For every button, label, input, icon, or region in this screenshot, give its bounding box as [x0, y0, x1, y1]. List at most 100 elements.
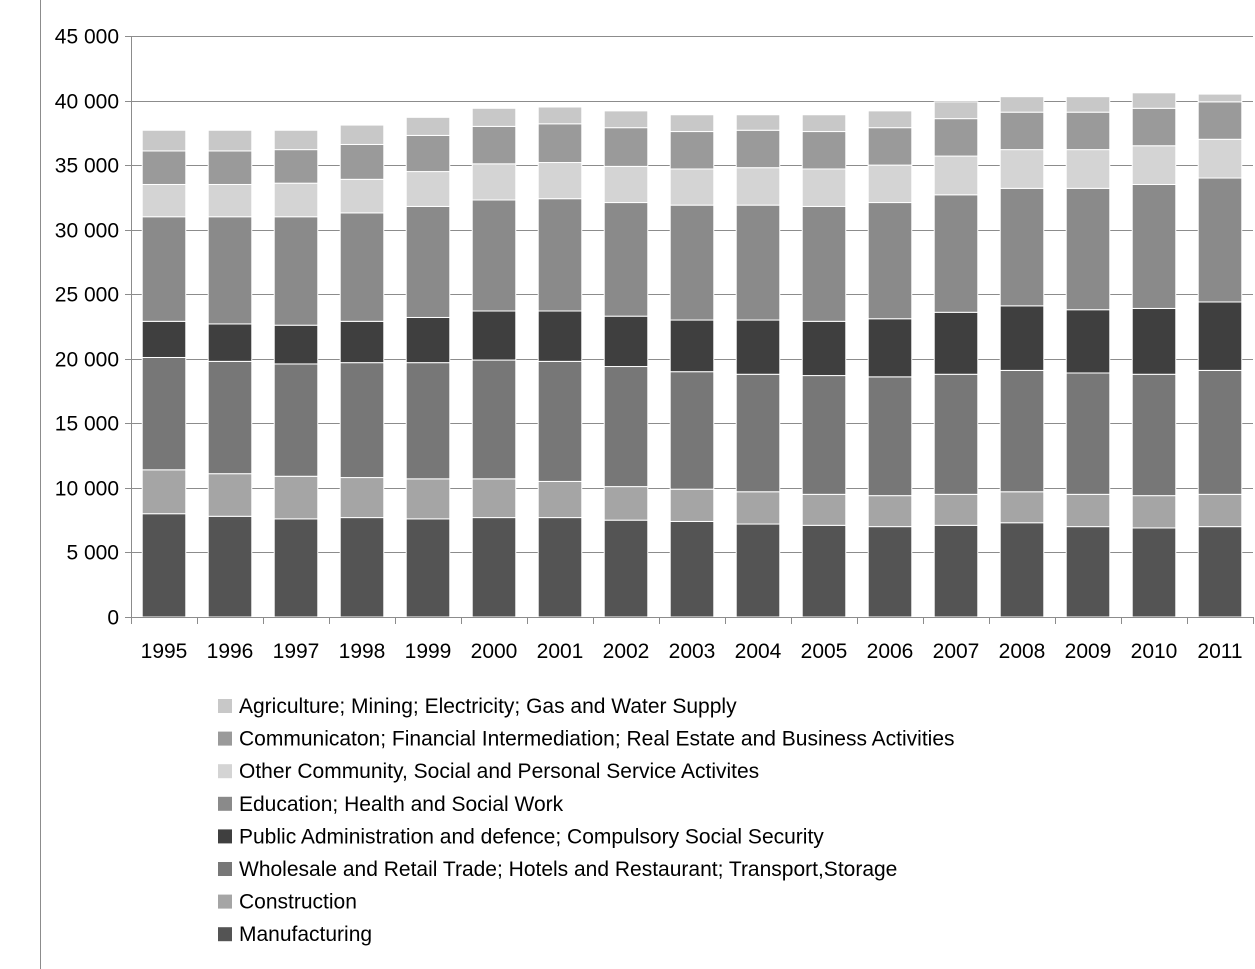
bar-segment	[867, 376, 913, 497]
bar-segment	[801, 320, 847, 377]
bar-segment	[405, 171, 451, 207]
bar-segment	[1131, 373, 1177, 497]
y-tick-label: 0	[107, 607, 119, 630]
legend-swatch	[218, 731, 232, 746]
bar-segment	[273, 216, 319, 326]
bar-segment	[1197, 526, 1243, 618]
bar-segment	[669, 520, 715, 618]
bar-segment	[603, 366, 649, 488]
bar-segment	[669, 371, 715, 490]
bar-segment	[867, 526, 913, 618]
bar-segment	[339, 143, 385, 180]
bar-segment	[1065, 149, 1111, 189]
bar-segment	[207, 129, 253, 152]
bar-segment	[735, 319, 781, 375]
bar-segment	[537, 106, 583, 125]
legend-label: Other Community, Social and Personal Ser…	[239, 760, 759, 783]
bar-segment	[1065, 493, 1111, 528]
bar-segment	[669, 114, 715, 133]
x-tick-label: 2004	[735, 640, 782, 663]
bar-segment	[1197, 493, 1243, 528]
bar-segment	[471, 517, 517, 618]
bar-segment	[735, 523, 781, 618]
bar-segment	[273, 129, 319, 151]
bar-segment	[1131, 145, 1177, 185]
bar-segment	[735, 204, 781, 321]
x-tick-label: 2005	[801, 640, 848, 663]
legend-label: Manufacturing	[239, 923, 372, 946]
bar-segment	[273, 363, 319, 477]
bar-segment	[1065, 309, 1111, 374]
x-tick-label: 2001	[537, 640, 584, 663]
x-tick-label: 2002	[603, 640, 650, 663]
bar-segment	[603, 165, 649, 204]
bar-segment	[801, 493, 847, 526]
bar-segment	[801, 168, 847, 207]
bar-segment	[1131, 527, 1177, 618]
x-tick-label: 2003	[669, 640, 716, 663]
bar-segment	[867, 495, 913, 528]
legend-label: Wholesale and Retail Trade; Hotels and R…	[239, 858, 897, 881]
bar-segment	[141, 129, 187, 152]
bar-segment	[801, 375, 847, 495]
bar-segment	[999, 111, 1045, 151]
y-tick-label: 35 000	[55, 155, 119, 178]
bar-segment	[999, 187, 1045, 307]
bar-segment	[1197, 93, 1243, 103]
bar-segment	[1065, 526, 1111, 618]
y-tick-label: 20 000	[55, 349, 119, 372]
bar-segment	[603, 486, 649, 521]
x-tick-label: 2008	[999, 640, 1046, 663]
bar-segment	[339, 124, 385, 145]
bar-segment	[999, 305, 1045, 371]
bar-segment	[537, 360, 583, 482]
bar-segment	[1131, 495, 1177, 529]
bar-segment	[867, 164, 913, 204]
y-tick-label: 5 000	[66, 542, 119, 565]
x-tick-label: 2010	[1131, 640, 1178, 663]
bar-segment	[603, 127, 649, 167]
bar-segment	[801, 114, 847, 133]
bar-segment	[933, 155, 979, 196]
bar-segment	[537, 123, 583, 164]
bar-segment	[273, 182, 319, 218]
bar-segment	[273, 518, 319, 618]
y-axis-tick-labels: 0 5 000 10 000 15 000 20 000 25 000 30 000 35 0…	[55, 26, 119, 630]
bar-segment	[1197, 138, 1243, 179]
bar-segment	[1065, 96, 1111, 113]
bar-segment	[603, 315, 649, 368]
bar-segment	[339, 517, 385, 618]
bar-segment	[1131, 307, 1177, 375]
bar-segment	[603, 202, 649, 317]
bar-segment	[735, 129, 781, 169]
bar-segment	[669, 319, 715, 373]
y-tick-label: 40 000	[55, 91, 119, 114]
bar-segment	[141, 513, 187, 618]
y-tick-label: 10 000	[55, 478, 119, 501]
legend-swatch	[218, 894, 232, 909]
bar-segment	[1065, 372, 1111, 495]
bar-segment	[735, 167, 781, 206]
bar-segment	[867, 110, 913, 129]
bar-segment	[1065, 111, 1111, 151]
bar-segment	[405, 518, 451, 618]
x-tick-label: 1996	[207, 640, 254, 663]
bar-segment	[141, 356, 187, 471]
bar-segment	[207, 473, 253, 517]
y-tick-label: 15 000	[55, 413, 119, 436]
x-tick-label: 2000	[471, 640, 518, 663]
bar-segment	[207, 216, 253, 325]
bar-segment	[405, 134, 451, 173]
bar-segment	[273, 149, 319, 184]
bar-segment	[669, 168, 715, 206]
x-axis-tick-labels: 1995 1996 1997 1998 1999 2000 2001 2002 2003 2004…	[141, 640, 1243, 663]
bar-segment	[339, 212, 385, 322]
bar-segment	[933, 524, 979, 618]
legend-label: Education; Health and Social Work	[239, 793, 564, 816]
bar-segment	[273, 324, 319, 365]
bar-segment	[801, 205, 847, 322]
bar-segment	[207, 360, 253, 475]
bar-segment	[933, 373, 979, 495]
